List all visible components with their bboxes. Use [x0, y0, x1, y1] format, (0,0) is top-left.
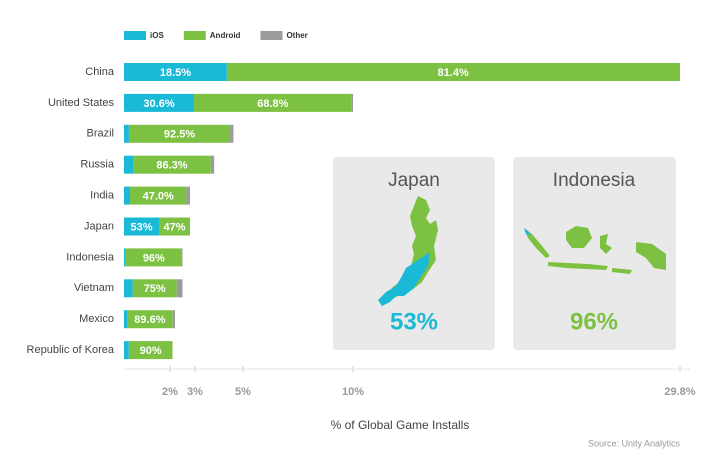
bar-segment	[124, 155, 134, 174]
bar-segment	[158, 217, 190, 236]
x-tick-label: 3%	[187, 386, 203, 398]
card-title: Japan	[388, 170, 440, 191]
card-title: Indonesia	[553, 170, 636, 191]
bar-segment	[124, 341, 129, 360]
legend-label: Android	[210, 31, 241, 40]
bar-segment	[210, 155, 215, 174]
bar-segment	[124, 93, 195, 112]
y-tick-label: Japan	[84, 220, 114, 232]
bar-label: 47.0%	[143, 191, 174, 203]
bar-segment	[172, 310, 175, 329]
bar-label: 81.4%	[438, 67, 469, 79]
legend-swatch	[124, 31, 146, 40]
bar-label: 86.3%	[156, 160, 187, 172]
bar-label: 30.6%	[143, 98, 174, 110]
y-tick-label: Republic of Korea	[27, 344, 115, 356]
x-axis-title: % of Global Game Installs	[331, 418, 470, 432]
bar-label: 18.5%	[160, 67, 191, 79]
y-tick-label: India	[90, 190, 115, 202]
bar-label: 96%	[143, 252, 165, 264]
bar-segment	[194, 93, 352, 112]
indonesia-map-ios	[524, 228, 530, 236]
bar-label: 92.5%	[164, 129, 195, 141]
legend-swatch	[183, 31, 206, 40]
bar-segment	[124, 186, 130, 205]
japan-map	[386, 196, 438, 300]
bar-segment	[124, 217, 159, 236]
bar-segment	[128, 341, 173, 360]
y-tick-label: United States	[48, 97, 115, 109]
source: Source: Unity Analytics	[588, 438, 681, 448]
card-value: 53%	[390, 308, 438, 335]
bar-segment	[124, 248, 126, 267]
bar-segment	[124, 63, 227, 81]
bar-segment	[176, 279, 183, 298]
bar-segment	[230, 124, 234, 143]
bar-label: 53%	[130, 221, 152, 233]
y-tick-label: Vietnam	[74, 282, 114, 294]
legend-label: Other	[286, 31, 307, 40]
bar-segment	[125, 248, 182, 267]
bar-segment	[128, 124, 231, 143]
legend-label: iOS	[150, 31, 164, 40]
x-tick-label: 10%	[342, 386, 364, 398]
bar-segment	[124, 124, 129, 143]
bar-label: 68.8%	[257, 98, 288, 110]
bar-segment	[132, 279, 177, 298]
japan-map-ios	[378, 252, 430, 306]
bar-segment	[124, 279, 133, 298]
indonesia-card	[513, 157, 676, 350]
y-tick-label: Mexico	[79, 313, 114, 325]
bar-label: 89.6%	[134, 314, 165, 326]
bar-segment	[181, 248, 183, 267]
x-tick-label: 2%	[162, 386, 178, 398]
indonesia-map	[524, 226, 666, 274]
bar-segment	[679, 63, 680, 81]
bar-segment	[133, 155, 211, 174]
y-tick-label: Russia	[80, 159, 115, 171]
bar-segment	[124, 310, 128, 329]
legend-swatch	[260, 31, 283, 40]
y-tick-label: China	[85, 66, 115, 78]
bar-segment	[127, 310, 173, 329]
y-tick-label: Brazil	[86, 128, 114, 140]
bar-segment	[130, 186, 187, 205]
y-tick-label: Indonesia	[66, 251, 115, 263]
bar-label: 47%	[163, 221, 185, 233]
bar-segment	[351, 93, 353, 112]
bar-segment	[186, 186, 190, 205]
bar-label: 75%	[144, 283, 166, 295]
x-tick-label: 5%	[235, 386, 251, 398]
x-tick-label: 29.8%	[664, 386, 695, 398]
bar-label: 90%	[140, 345, 162, 357]
card-value: 96%	[570, 308, 618, 335]
bar-segment	[226, 63, 680, 81]
